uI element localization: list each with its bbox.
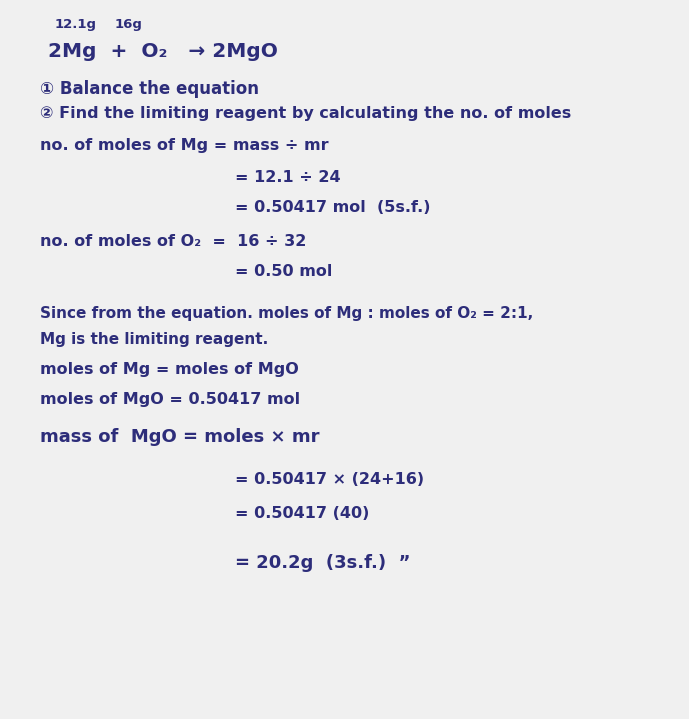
Text: = 12.1 ÷ 24: = 12.1 ÷ 24 — [235, 170, 340, 185]
Text: = 20.2g  (3s.f.)  ”: = 20.2g (3s.f.) ” — [235, 554, 411, 572]
Text: no. of moles of O₂  =  16 ÷ 32: no. of moles of O₂ = 16 ÷ 32 — [40, 234, 307, 249]
Text: moles of MgO = 0.50417 mol: moles of MgO = 0.50417 mol — [40, 392, 300, 407]
Text: ① Balance the equation: ① Balance the equation — [40, 80, 259, 98]
Text: moles of Mg = moles of MgO: moles of Mg = moles of MgO — [40, 362, 299, 377]
Text: Mg is the limiting reagent.: Mg is the limiting reagent. — [40, 332, 268, 347]
Text: 2Mg  +  O₂   → 2MgO: 2Mg + O₂ → 2MgO — [48, 42, 278, 61]
Text: no. of moles of Mg = mass ÷ mr: no. of moles of Mg = mass ÷ mr — [40, 138, 329, 153]
Text: 12.1g: 12.1g — [55, 18, 97, 31]
Text: = 0.50 mol: = 0.50 mol — [235, 264, 332, 279]
Text: 16g: 16g — [115, 18, 143, 31]
Text: mass of  MgO = moles × mr: mass of MgO = moles × mr — [40, 428, 320, 446]
Text: = 0.50417 (40): = 0.50417 (40) — [235, 506, 369, 521]
Text: = 0.50417 × (24+16): = 0.50417 × (24+16) — [235, 472, 424, 487]
Text: ② Find the limiting reagent by calculating the no. of moles: ② Find the limiting reagent by calculati… — [40, 106, 571, 121]
Text: = 0.50417 mol  (5s.f.): = 0.50417 mol (5s.f.) — [235, 200, 431, 215]
Text: Since from the equation. moles of Mg : moles of O₂ = 2:1,: Since from the equation. moles of Mg : m… — [40, 306, 533, 321]
